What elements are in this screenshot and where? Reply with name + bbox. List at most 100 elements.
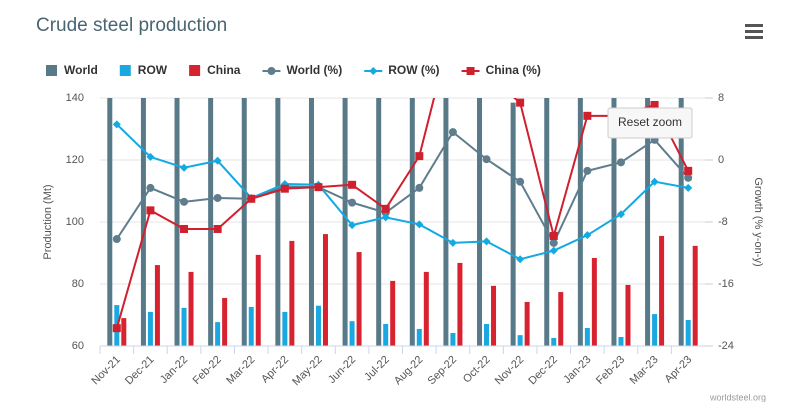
marker <box>415 152 424 161</box>
marker <box>482 237 491 246</box>
marker <box>146 183 155 192</box>
bar <box>591 257 597 346</box>
bar <box>611 98 617 346</box>
legend-label: World (%) <box>286 63 342 77</box>
legend-label: China (%) <box>486 63 541 77</box>
x-tick-label: Jun-22 <box>326 354 358 386</box>
menu-bar <box>745 24 763 27</box>
marker <box>684 173 693 182</box>
bar <box>618 337 624 346</box>
legend-label: ROW (%) <box>388 63 439 77</box>
marker <box>650 100 659 109</box>
y2-tick-label: -8 <box>718 216 728 228</box>
marker <box>549 231 558 240</box>
button-label: Reset zoom <box>618 115 682 129</box>
bar <box>659 235 665 346</box>
y2-tick-label: -16 <box>718 278 734 290</box>
bar <box>215 322 221 346</box>
marker <box>449 20 457 28</box>
line <box>115 130 689 246</box>
marker <box>348 180 357 189</box>
bar <box>188 271 194 346</box>
button-bg <box>607 107 693 139</box>
marker <box>549 238 558 247</box>
x-tick-label: Feb-22 <box>191 354 224 387</box>
y-tick-label: 80 <box>72 278 84 290</box>
x-tick-label: Mar-23 <box>628 354 661 387</box>
marker <box>583 166 592 175</box>
marker <box>213 224 222 233</box>
menu-bar <box>745 30 763 33</box>
marker <box>415 183 424 192</box>
bar <box>376 98 382 346</box>
credit[interactable]: worldsteel.org <box>709 392 766 402</box>
marker <box>448 128 457 137</box>
bar <box>423 271 429 346</box>
x-tick-label: Oct-22 <box>461 354 493 386</box>
marker <box>146 152 155 161</box>
bar <box>275 98 281 346</box>
x-tick-label: Feb-23 <box>594 354 627 387</box>
marker <box>381 204 390 213</box>
marker <box>381 213 390 222</box>
marker <box>466 67 475 75</box>
bar <box>477 98 483 346</box>
bar <box>174 98 180 346</box>
legend-item[interactable]: China <box>189 63 241 77</box>
bar <box>558 292 564 346</box>
bar <box>147 311 153 346</box>
bar <box>524 301 530 346</box>
bar <box>491 285 497 346</box>
menu-bar <box>745 36 763 39</box>
bar <box>383 323 389 346</box>
legend-label: ROW <box>138 63 168 77</box>
y-axis-label: Production (Mt) <box>42 184 54 259</box>
y2-axis-label: Growth (% y-on-y) <box>752 177 764 266</box>
bar <box>551 337 557 346</box>
marker <box>348 198 357 207</box>
x-tick-label: Jul-22 <box>362 354 392 384</box>
marker <box>650 177 659 186</box>
marker <box>213 156 222 165</box>
bar <box>140 98 146 346</box>
legend-item[interactable]: ROW <box>119 63 168 77</box>
marker <box>213 193 222 202</box>
bar <box>121 318 127 346</box>
bar <box>107 98 113 346</box>
x-tick-label: Apr-22 <box>259 354 291 386</box>
bar <box>315 305 321 346</box>
y-tick-label: 120 <box>66 154 84 166</box>
bar <box>222 297 228 346</box>
reset-zoom-button[interactable]: Reset zoom <box>607 107 693 139</box>
x-tick-label: Sep-22 <box>426 354 460 388</box>
bar <box>625 284 631 346</box>
marker <box>616 210 625 219</box>
bar <box>416 328 422 346</box>
bar <box>289 240 295 346</box>
legend-label: World <box>64 63 98 77</box>
y-tick-label: 140 <box>66 92 84 104</box>
bar <box>181 307 187 346</box>
legend-item[interactable]: World <box>46 63 98 77</box>
marker <box>583 231 592 240</box>
bar <box>255 254 261 346</box>
legend-item[interactable]: World (%) <box>262 63 342 77</box>
bar <box>510 102 516 346</box>
menu-button[interactable] <box>745 24 763 39</box>
bar <box>248 306 254 346</box>
legend-swatch <box>189 65 201 76</box>
bar <box>208 98 214 346</box>
marker <box>112 120 121 129</box>
legend-swatch <box>46 65 57 76</box>
marker <box>482 155 491 164</box>
marker <box>549 246 558 255</box>
bar <box>390 280 396 346</box>
y2-tick-label: -24 <box>718 340 734 352</box>
legend-item[interactable]: China (%) <box>461 63 541 77</box>
marker <box>415 220 424 229</box>
bar <box>584 328 590 346</box>
marker <box>314 183 323 192</box>
y2-tick-label: 8 <box>718 92 724 104</box>
marker <box>267 67 276 75</box>
legend-item[interactable]: ROW (%) <box>364 63 440 77</box>
